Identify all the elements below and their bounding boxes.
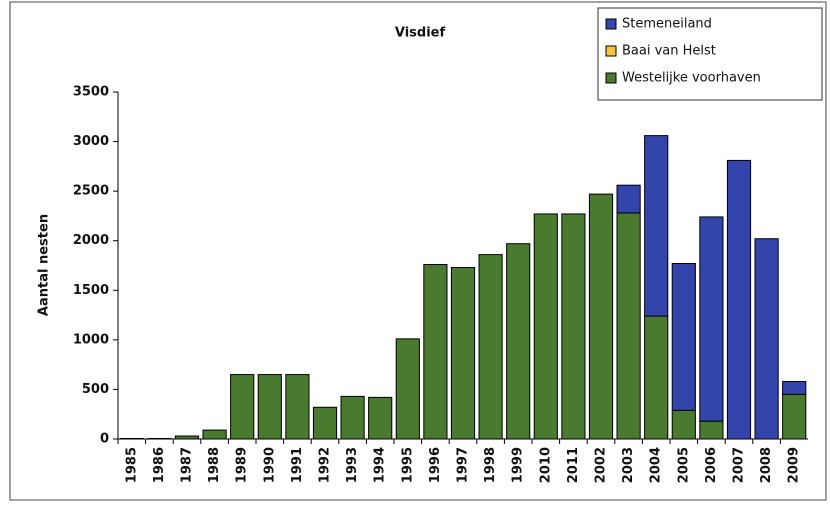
x-tick-label: 2004 xyxy=(649,447,664,483)
bar-segment xyxy=(534,214,557,439)
x-tick-label: 1991 xyxy=(290,447,305,483)
legend-swatch xyxy=(606,73,616,83)
y-tick-label: 2000 xyxy=(73,233,109,248)
x-tick-label: 2007 xyxy=(732,447,747,483)
x-tick-label: 1999 xyxy=(511,447,526,483)
bar-segment xyxy=(589,194,612,439)
y-tick-label: 3000 xyxy=(73,134,109,149)
bar-segment xyxy=(203,430,226,439)
bar-segment xyxy=(700,217,723,421)
bar-segment xyxy=(231,375,254,439)
bar-segment xyxy=(369,397,392,439)
x-tick-label: 1992 xyxy=(318,447,333,483)
y-axis-label: Aantal nesten xyxy=(37,214,52,316)
bar-segment xyxy=(672,410,695,439)
legend-label: Baai van Helst xyxy=(622,44,716,59)
x-tick-label: 1987 xyxy=(180,447,195,483)
bar-segment xyxy=(258,375,281,439)
bar-segment xyxy=(617,213,640,439)
x-tick-label: 1989 xyxy=(235,447,250,483)
x-tick-label: 1990 xyxy=(262,447,277,483)
legend-label: Westelijke voorhaven xyxy=(622,71,761,86)
bar-segment xyxy=(479,255,502,439)
y-tick-label: 2500 xyxy=(73,184,109,199)
bar-segment xyxy=(507,244,530,439)
x-tick-label: 1995 xyxy=(400,447,415,483)
y-tick-label: 0 xyxy=(100,432,109,447)
bar-segment xyxy=(700,421,723,439)
x-tick-label: 1994 xyxy=(373,447,388,483)
legend-swatch xyxy=(606,19,616,29)
bar-segment xyxy=(672,264,695,411)
bar-segment xyxy=(783,381,806,394)
bar-segment xyxy=(175,436,198,439)
bar-segment xyxy=(313,407,336,439)
bar-segment xyxy=(755,239,778,439)
bar-segment xyxy=(562,214,585,439)
bar-segment xyxy=(645,316,668,439)
x-tick-label: 1998 xyxy=(483,447,498,483)
x-tick-label: 1986 xyxy=(152,447,167,483)
y-tick-label: 1000 xyxy=(73,332,109,347)
x-tick-label: 2003 xyxy=(621,447,636,483)
y-tick-label: 500 xyxy=(82,382,109,397)
x-tick-label: 2009 xyxy=(787,447,802,483)
x-tick-label: 2011 xyxy=(566,447,581,483)
x-tick-label: 1997 xyxy=(456,447,471,483)
x-tick-label: 1988 xyxy=(207,447,222,483)
bar-segment xyxy=(396,339,419,439)
x-tick-label: 1985 xyxy=(124,447,139,483)
legend-label: Stemeneiland xyxy=(622,17,712,32)
bar-segment xyxy=(645,136,668,316)
bar-segment xyxy=(783,394,806,439)
bar-segment xyxy=(341,396,364,439)
x-tick-label: 2006 xyxy=(704,447,719,483)
chart-title: Visdief xyxy=(395,26,446,41)
bar-segment xyxy=(451,267,474,439)
bar-segment xyxy=(617,185,640,213)
bar-segment xyxy=(727,160,750,439)
x-tick-label: 2005 xyxy=(676,447,691,483)
y-tick-label: 3500 xyxy=(73,85,109,100)
legend-swatch xyxy=(606,46,616,56)
x-tick-label: 1993 xyxy=(345,447,360,483)
x-tick-label: 2002 xyxy=(594,447,609,483)
x-tick-label: 2008 xyxy=(759,447,774,483)
bar-segment xyxy=(424,265,447,439)
x-tick-label: 1996 xyxy=(428,447,443,483)
x-tick-label: 2010 xyxy=(538,447,553,483)
bar-segment xyxy=(286,375,309,439)
y-tick-label: 1500 xyxy=(73,283,109,298)
